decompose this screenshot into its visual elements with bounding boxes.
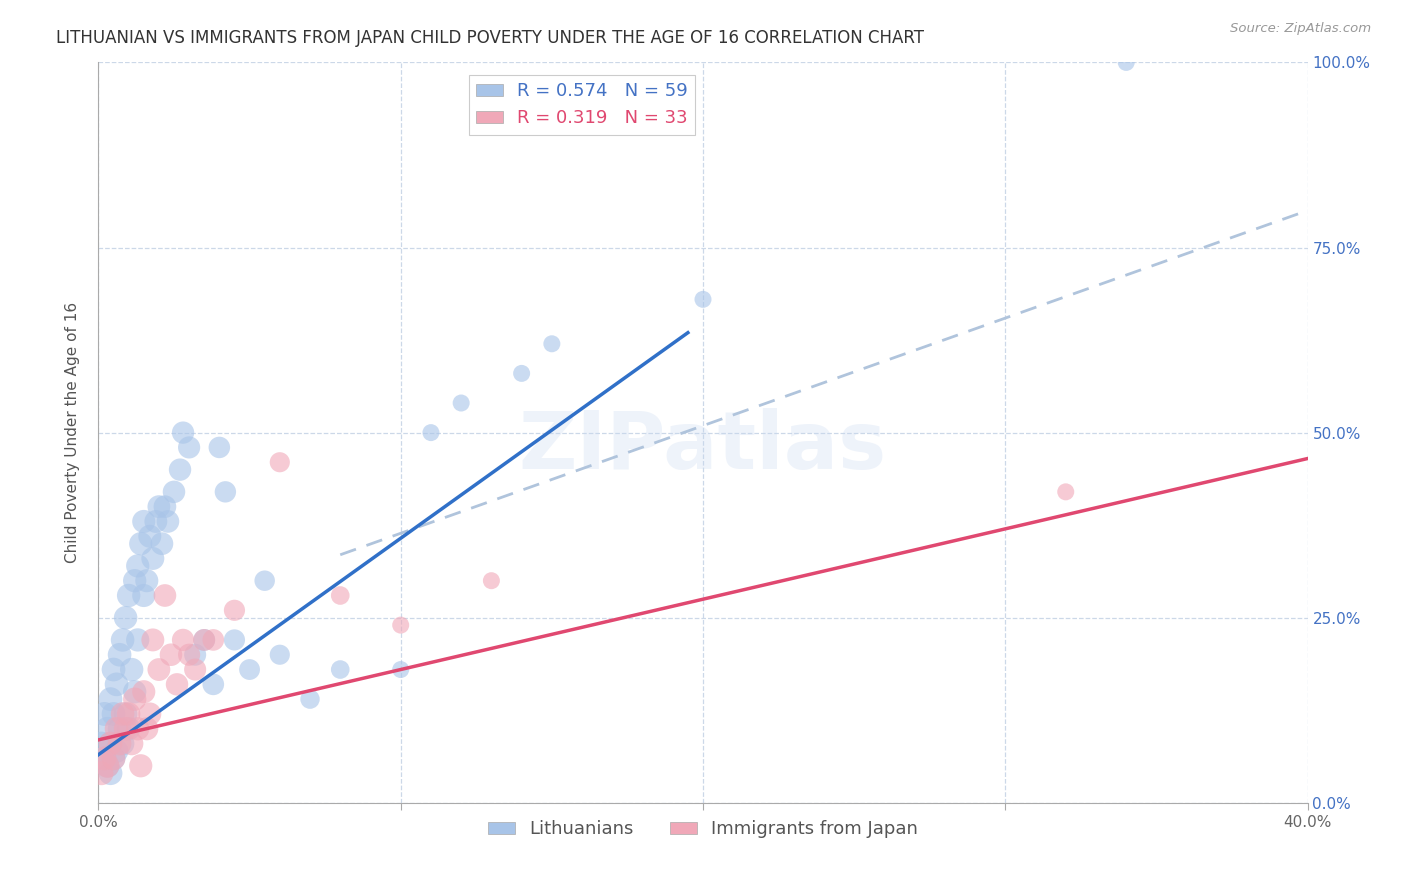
Point [121,663,143,677]
Y-axis label: Child Poverty Under the Age of 16: Child Poverty Under the Age of 16 [65,302,80,563]
Point [202,677,225,691]
Point [1054,484,1077,499]
Point [132,515,155,529]
Point [193,632,215,647]
Point [93,751,115,765]
Point [179,648,201,662]
Point [124,574,146,588]
Point [96,722,118,736]
Point [269,455,291,469]
Point [124,685,146,699]
Point [118,706,141,721]
Text: ZIPatlas: ZIPatlas [519,409,887,486]
Point [299,692,322,706]
Point [103,663,125,677]
Legend: Lithuanians, Immigrants from Japan: Lithuanians, Immigrants from Japan [481,814,925,846]
Point [108,722,131,736]
Point [153,500,176,514]
Point [93,751,115,765]
Point [129,536,152,550]
Point [132,685,155,699]
Point [389,663,412,677]
Point [105,677,128,691]
Point [93,706,115,721]
Point [1115,55,1137,70]
Point [193,632,215,647]
Point [100,766,122,780]
Point [105,722,128,736]
Point [208,441,231,455]
Point [105,744,128,758]
Point [121,737,143,751]
Point [139,706,162,721]
Text: LITHUANIAN VS IMMIGRANTS FROM JAPAN CHILD POVERTY UNDER THE AGE OF 16 CORRELATIO: LITHUANIAN VS IMMIGRANTS FROM JAPAN CHIL… [56,29,924,46]
Point [96,758,118,772]
Point [145,515,167,529]
Point [329,663,352,677]
Point [127,632,149,647]
Point [111,737,134,751]
Point [148,663,170,677]
Point [100,737,122,751]
Point [111,632,134,647]
Point [90,766,112,780]
Point [239,663,262,677]
Point [481,574,503,588]
Point [124,692,146,706]
Point [510,367,533,381]
Text: Source: ZipAtlas.com: Source: ZipAtlas.com [1230,22,1371,36]
Point [90,737,112,751]
Point [692,293,714,307]
Point [166,677,188,691]
Point [111,706,134,721]
Point [150,536,173,550]
Point [100,737,122,751]
Point [172,632,194,647]
Point [135,574,157,588]
Point [118,722,141,736]
Point [450,396,472,410]
Point [127,722,149,736]
Point [269,648,291,662]
Point [253,574,276,588]
Point [114,706,136,721]
Point [103,706,125,721]
Point [329,589,352,603]
Point [108,737,131,751]
Point [118,589,141,603]
Point [135,722,157,736]
Point [172,425,194,440]
Point [127,558,149,573]
Point [103,751,125,765]
Point [114,722,136,736]
Point [114,610,136,624]
Point [100,692,122,706]
Point [156,515,179,529]
Point [96,758,118,772]
Point [540,336,562,351]
Point [389,618,412,632]
Point [139,529,162,543]
Point [153,589,176,603]
Point [160,648,183,662]
Point [224,603,246,617]
Point [179,441,201,455]
Point [132,589,155,603]
Point [103,751,125,765]
Point [184,663,207,677]
Point [202,632,225,647]
Point [420,425,443,440]
Point [108,648,131,662]
Point [129,758,152,772]
Point [142,632,165,647]
Point [169,462,191,476]
Point [163,484,186,499]
Point [214,484,236,499]
Point [184,648,207,662]
Point [224,632,246,647]
Point [142,551,165,566]
Point [148,500,170,514]
